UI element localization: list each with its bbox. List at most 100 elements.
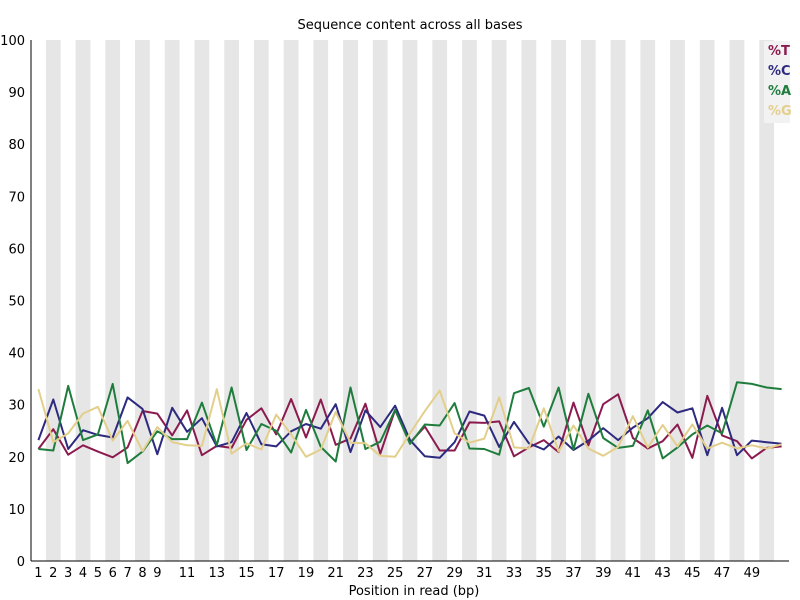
y-tick-label: 90 — [8, 86, 25, 101]
legend-entry: %C — [768, 64, 791, 79]
grid-band — [640, 40, 656, 561]
grid-band — [462, 40, 477, 561]
x-tick-label: 9 — [153, 566, 161, 581]
grid-band — [268, 40, 284, 561]
grid-band — [179, 40, 195, 561]
x-tick-label: 21 — [327, 566, 344, 581]
y-tick-label: 80 — [8, 138, 25, 153]
x-tick-label: 27 — [417, 566, 434, 581]
y-tick-label: 10 — [8, 503, 25, 518]
grid-band — [684, 40, 700, 561]
series-line-a — [38, 381, 782, 465]
x-tick-label: 8 — [138, 566, 146, 581]
grid-band — [372, 40, 388, 561]
grid-band — [253, 40, 269, 561]
x-tick-label: 45 — [684, 566, 701, 581]
grid-band — [551, 40, 567, 561]
x-tick-label: 41 — [625, 566, 642, 581]
grid-band — [224, 40, 240, 561]
x-tick-label: 31 — [476, 566, 493, 581]
legend-entry: %A — [768, 84, 791, 99]
x-tick-label: 5 — [94, 566, 102, 581]
x-tick-label: 15 — [238, 566, 255, 581]
grid-band — [491, 40, 507, 561]
y-axis: 0 10 20 30 40 50 60 70 80 90 100 — [0, 34, 32, 570]
x-tick-label: 1 — [34, 566, 42, 581]
grid-band — [283, 40, 299, 561]
x-axis-label: Position in read (bp) — [349, 584, 480, 599]
series-lines — [37, 381, 782, 465]
y-tick-label: 30 — [8, 399, 25, 414]
grid-band — [120, 40, 136, 561]
grid-band — [610, 40, 626, 561]
legend-entry: %T — [768, 44, 790, 59]
grid-band — [313, 40, 329, 561]
grid-band — [164, 40, 180, 561]
grid-band — [90, 40, 106, 561]
x-tick-label: 37 — [565, 566, 582, 581]
grid-band — [105, 40, 121, 561]
grid-band — [298, 40, 314, 561]
grid-band — [670, 40, 685, 561]
x-tick-label: 25 — [387, 566, 404, 581]
grid-band — [536, 40, 552, 561]
x-tick-label: 13 — [209, 566, 226, 581]
x-tick-label: 47 — [714, 566, 731, 581]
x-tick-label: 35 — [535, 566, 552, 581]
x-tick-label: 6 — [109, 566, 117, 581]
grid-band — [625, 40, 641, 561]
grid-band — [655, 40, 671, 561]
grid-band — [714, 40, 730, 561]
y-tick-label: 20 — [8, 451, 25, 466]
legend-entry: %G — [768, 104, 792, 119]
grid-band — [31, 40, 46, 561]
grid-band — [476, 40, 492, 561]
grid-band — [744, 40, 760, 561]
y-tick-label: 40 — [8, 347, 25, 362]
grid-band — [402, 40, 418, 561]
grid-band — [506, 40, 522, 561]
x-tick-label: 23 — [357, 566, 374, 581]
grid-band — [432, 40, 448, 561]
chart-title: Sequence content across all bases — [297, 18, 522, 33]
grid-band — [328, 40, 344, 561]
x-tick-label: 17 — [268, 566, 285, 581]
x-axis: 1 2 3 4 5 6 7 8 9 11 13 15 17 19 21 23 25 27 29 31 33 35 37 39 4… — [31, 560, 789, 581]
grid-band — [135, 40, 150, 561]
x-tick-label: 19 — [298, 566, 315, 581]
legend-box — [764, 41, 790, 123]
x-tick-label: 43 — [654, 566, 671, 581]
grid-band — [209, 40, 225, 561]
y-tick-label: 60 — [8, 242, 25, 257]
grid-band — [566, 40, 581, 561]
x-tick-label: 7 — [123, 566, 131, 581]
x-tick-label: 33 — [506, 566, 523, 581]
x-tick-label: 4 — [79, 566, 87, 581]
x-tick-label: 29 — [446, 566, 463, 581]
grid-band — [343, 40, 358, 561]
grid-band — [595, 40, 611, 561]
grid-band — [729, 40, 745, 561]
grid-band — [759, 40, 775, 561]
x-tick-label: 3 — [64, 566, 72, 581]
grid-band — [699, 40, 715, 561]
grid-band — [75, 40, 91, 561]
grid-band — [194, 40, 210, 561]
series-line-g — [37, 388, 782, 458]
grid-band — [45, 40, 61, 561]
y-tick-label: 0 — [17, 555, 25, 570]
grid-band — [357, 40, 373, 561]
grid-band — [60, 40, 76, 561]
x-tick-label: 11 — [179, 566, 196, 581]
x-tick-label: 2 — [49, 566, 57, 581]
x-tick-label: 39 — [595, 566, 612, 581]
series-line-c — [37, 396, 782, 459]
x-tick-label: 49 — [744, 566, 761, 581]
grid-band — [580, 40, 596, 561]
y-tick-label: 100 — [0, 34, 25, 49]
legend: %T %C %A %G — [764, 41, 792, 123]
plot-background-bands — [31, 40, 789, 561]
grid-band — [149, 40, 165, 561]
grid-band — [417, 40, 433, 561]
